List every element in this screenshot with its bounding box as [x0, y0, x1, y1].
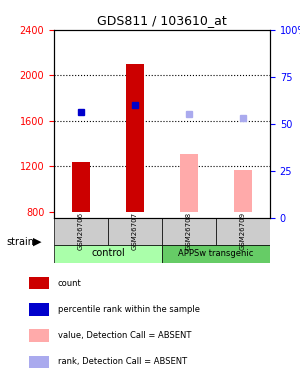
Bar	[126, 64, 145, 212]
FancyBboxPatch shape	[216, 217, 270, 244]
Bar	[72, 162, 91, 212]
Text: GSM26707: GSM26707	[132, 212, 138, 250]
Bar	[29, 329, 49, 342]
Text: control: control	[91, 249, 125, 258]
Text: GSM26706: GSM26706	[78, 212, 84, 250]
Text: count: count	[58, 279, 82, 288]
Text: APPSw transgenic: APPSw transgenic	[178, 249, 254, 258]
Text: value, Detection Call = ABSENT: value, Detection Call = ABSENT	[58, 331, 191, 340]
Title: GDS811 / 103610_at: GDS811 / 103610_at	[97, 15, 227, 27]
FancyBboxPatch shape	[108, 217, 162, 244]
FancyBboxPatch shape	[162, 244, 270, 262]
Bar	[29, 277, 49, 290]
Bar	[180, 154, 199, 212]
Text: percentile rank within the sample: percentile rank within the sample	[58, 305, 200, 314]
FancyBboxPatch shape	[54, 217, 108, 244]
Text: strain: strain	[6, 237, 34, 247]
Text: GSM26708: GSM26708	[186, 212, 192, 250]
Bar	[29, 303, 49, 316]
Text: GSM26709: GSM26709	[240, 212, 246, 250]
Text: ▶: ▶	[33, 237, 41, 247]
Bar	[29, 356, 49, 368]
Bar	[234, 170, 253, 212]
FancyBboxPatch shape	[54, 244, 162, 262]
Text: rank, Detection Call = ABSENT: rank, Detection Call = ABSENT	[58, 357, 187, 366]
FancyBboxPatch shape	[162, 217, 216, 244]
